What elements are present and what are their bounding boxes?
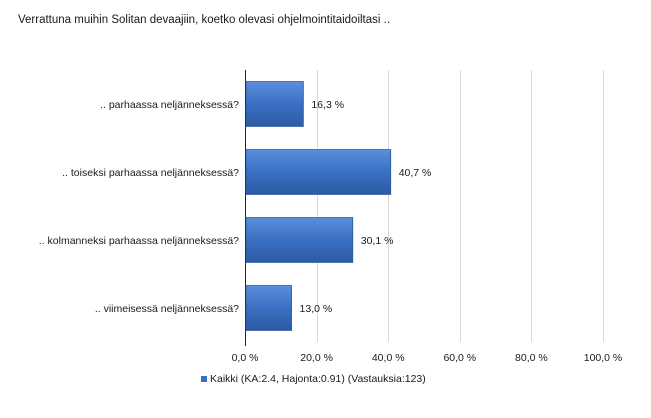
bar	[245, 149, 392, 195]
bar	[245, 285, 292, 331]
legend-label: Kaikki (KA:2.4, Hajonta:0.91) (Vastauksi…	[210, 373, 426, 385]
bar	[245, 217, 354, 263]
bar-value-label: 13,0 %	[300, 303, 333, 315]
chart-legend: Kaikki (KA:2.4, Hajonta:0.91) (Vastauksi…	[201, 373, 426, 385]
x-tick-label: 40,0 %	[372, 352, 405, 364]
bar	[245, 81, 304, 127]
x-tick-label: 60,0 %	[443, 352, 476, 364]
y-category-label: .. kolmanneksi parhaassa neljänneksessä?	[39, 235, 239, 247]
bar-value-label: 40,7 %	[399, 167, 432, 179]
x-tick-label: 80,0 %	[515, 352, 548, 364]
y-category-label: .. toiseksi parhaassa neljänneksessä?	[62, 167, 239, 179]
bar-value-label: 30,1 %	[361, 235, 394, 247]
x-tick-label: 100,0 %	[584, 352, 623, 364]
chart-title: Verrattuna muihin Solitan devaajiin, koe…	[18, 14, 391, 26]
y-category-label: .. viimeisessä neljänneksessä?	[95, 303, 239, 315]
bar-value-label: 16,3 %	[311, 99, 344, 111]
x-tick-label: 20,0 %	[300, 352, 333, 364]
x-tick-label: 0,0 %	[232, 352, 259, 364]
legend-swatch	[201, 376, 207, 382]
y-category-label: .. parhaassa neljänneksessä?	[100, 99, 239, 111]
